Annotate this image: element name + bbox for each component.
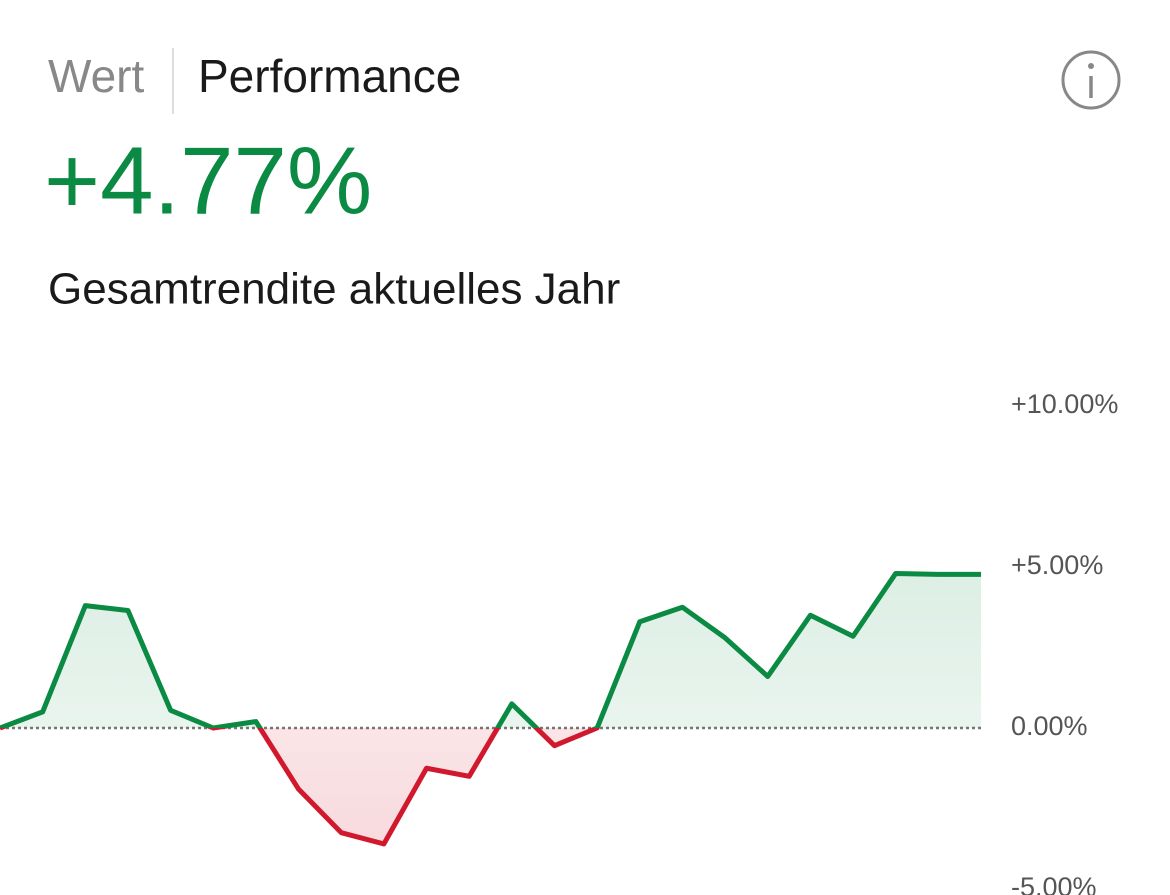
tab[interactable]: Wert [48,50,144,102]
subtitle: Gesamtrendite aktuelles Jahr [48,265,620,314]
y-tick-label: -5.00% [1011,872,1097,895]
y-tick-label: +5.00% [1011,550,1103,580]
line-negative [0,728,600,847]
tab-active[interactable]: Performance [198,50,461,102]
area-positive [0,573,981,728]
info-icon[interactable] [1061,50,1121,110]
headline: +4.77% [44,127,372,234]
chart: +10.00% +5.00% 0.00% -5.00% [0,389,1118,895]
line-positive [0,570,981,728]
y-tick-label: +10.00% [1011,389,1118,419]
y-tick-label: 0.00% [1011,711,1088,741]
